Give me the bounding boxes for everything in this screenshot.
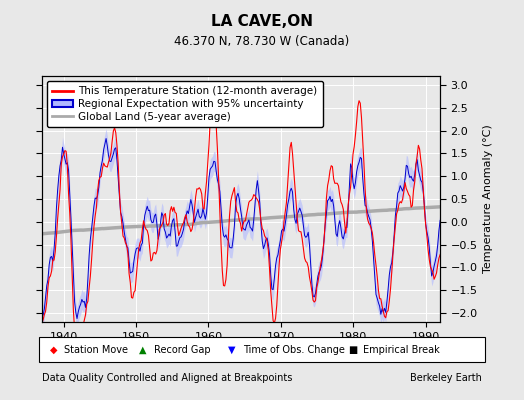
- Text: Empirical Break: Empirical Break: [363, 344, 440, 354]
- Text: LA CAVE,ON: LA CAVE,ON: [211, 14, 313, 30]
- Text: Time of Obs. Change: Time of Obs. Change: [243, 344, 344, 354]
- Legend: This Temperature Station (12-month average), Regional Expectation with 95% uncer: This Temperature Station (12-month avera…: [47, 81, 323, 127]
- Text: Berkeley Earth: Berkeley Earth: [410, 373, 482, 383]
- Text: ▲: ▲: [139, 344, 146, 354]
- Text: ◆: ◆: [50, 344, 57, 354]
- Y-axis label: Temperature Anomaly (°C): Temperature Anomaly (°C): [483, 125, 493, 273]
- Text: Record Gap: Record Gap: [154, 344, 210, 354]
- Text: Station Move: Station Move: [64, 344, 128, 354]
- Text: 46.370 N, 78.730 W (Canada): 46.370 N, 78.730 W (Canada): [174, 36, 350, 48]
- Text: ■: ■: [348, 344, 358, 354]
- Text: Data Quality Controlled and Aligned at Breakpoints: Data Quality Controlled and Aligned at B…: [42, 373, 292, 383]
- Text: ▼: ▼: [228, 344, 235, 354]
